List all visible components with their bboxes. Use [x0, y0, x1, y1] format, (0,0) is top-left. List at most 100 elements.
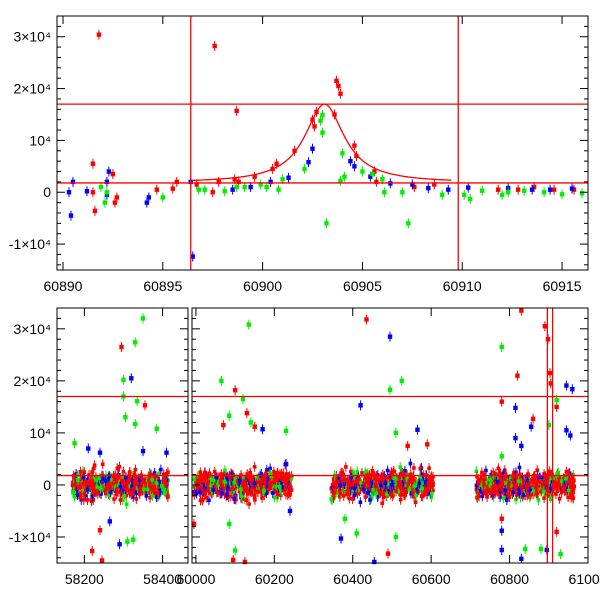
- data-point: [483, 491, 488, 496]
- data-point: [542, 489, 546, 494]
- data-point: [350, 497, 355, 501]
- data-point: [221, 422, 226, 428]
- data-point: [412, 484, 416, 488]
- data-point: [338, 91, 343, 96]
- data-point: [556, 470, 561, 475]
- x-tick-label: 58400: [143, 571, 182, 587]
- data-point: [393, 534, 399, 540]
- data-point: [366, 491, 370, 495]
- data-point: [164, 481, 169, 486]
- data-point: [237, 478, 242, 483]
- data-point: [164, 450, 169, 455]
- data-point: [516, 482, 520, 486]
- data-point: [227, 413, 232, 418]
- data-point: [500, 487, 504, 492]
- data-point: [398, 490, 403, 494]
- data-point: [140, 477, 145, 482]
- data-point: [237, 489, 242, 494]
- data-point: [495, 489, 500, 494]
- data-point: [429, 475, 433, 479]
- data-point: [252, 494, 257, 499]
- data-point: [261, 476, 266, 481]
- data-point: [82, 491, 87, 496]
- data-point: [511, 490, 516, 494]
- data-point: [212, 469, 217, 474]
- data-point: [99, 558, 105, 563]
- data-point: [209, 490, 213, 495]
- data-point: [410, 182, 415, 187]
- data-point: [127, 475, 132, 479]
- data-point: [517, 465, 522, 470]
- data-point: [119, 344, 124, 350]
- data-point: [246, 481, 250, 486]
- data-point: [513, 487, 518, 492]
- data-point: [264, 468, 269, 472]
- data-point: [85, 487, 90, 492]
- data-point: [409, 472, 413, 477]
- data-point: [412, 466, 416, 470]
- data-point: [488, 491, 493, 496]
- data-point: [508, 477, 513, 482]
- data-point: [112, 497, 116, 501]
- data-point: [145, 487, 150, 492]
- data-point: [149, 472, 153, 477]
- data-point: [247, 502, 251, 506]
- data-point: [198, 490, 202, 494]
- data-point: [363, 470, 367, 475]
- data-point: [535, 474, 540, 479]
- data-point: [342, 516, 348, 521]
- data-point: [133, 340, 138, 345]
- data-point: [268, 179, 273, 185]
- data-point: [368, 498, 372, 502]
- data-point: [476, 481, 481, 486]
- data-point: [563, 479, 567, 484]
- data-point: [123, 415, 128, 420]
- data-point: [202, 470, 207, 475]
- data-point: [264, 491, 269, 495]
- data-point: [381, 495, 386, 499]
- data-point: [519, 308, 524, 313]
- data-point: [230, 487, 235, 491]
- data-point: [222, 479, 227, 484]
- data-point: [204, 495, 209, 500]
- data-point: [547, 469, 552, 474]
- data-point: [240, 482, 244, 487]
- data-point: [200, 480, 204, 485]
- data-point: [91, 490, 96, 495]
- data-point: [90, 190, 96, 195]
- data-point: [287, 508, 293, 514]
- series-blue: [86, 331, 575, 565]
- data-point: [134, 478, 139, 482]
- data-point: [348, 483, 352, 487]
- data-point: [160, 195, 166, 200]
- data-point: [276, 187, 281, 192]
- data-point: [536, 498, 541, 502]
- data-point: [462, 192, 467, 198]
- data-point: [225, 493, 229, 497]
- data-point: [411, 490, 415, 495]
- data-point: [561, 476, 566, 481]
- data-point: [559, 192, 565, 197]
- data-point: [481, 481, 485, 485]
- data-point: [506, 492, 510, 497]
- data-point: [252, 424, 257, 429]
- data-point: [260, 496, 264, 500]
- data-point: [90, 486, 95, 491]
- data-point: [372, 169, 377, 174]
- data-point: [495, 187, 501, 192]
- data-point: [207, 498, 211, 503]
- data-point: [387, 387, 393, 392]
- data-point: [157, 480, 162, 484]
- data-point: [356, 488, 360, 493]
- data-point: [553, 480, 558, 484]
- data-point: [230, 557, 236, 563]
- data-point: [392, 469, 396, 473]
- data-point: [378, 479, 382, 484]
- data-point: [522, 493, 526, 497]
- data-point: [95, 485, 99, 489]
- data-point: [554, 485, 558, 489]
- data-point: [286, 476, 291, 481]
- data-point: [253, 488, 258, 493]
- data-point: [216, 483, 221, 487]
- data-point: [424, 480, 429, 484]
